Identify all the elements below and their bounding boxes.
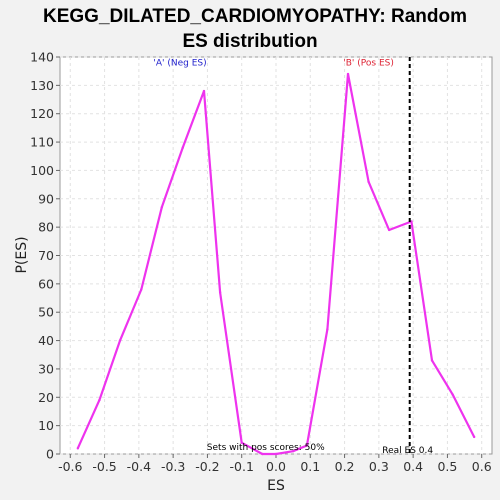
- x-tick-label: 0.4: [403, 459, 423, 474]
- chart-title-line-2: ES distribution: [182, 31, 317, 52]
- y-tick-label: 50: [38, 305, 54, 320]
- data-point: [387, 228, 391, 232]
- chart-title-line-1: KEGG_DILATED_CARDIOMYOPATHY: Random: [43, 6, 467, 27]
- x-tick-label: 0.5: [437, 459, 457, 474]
- y-tick-label: 90: [38, 191, 54, 206]
- data-point: [118, 339, 122, 342]
- data-marks: [76, 57, 476, 456]
- x-tick-label: -0.4: [127, 459, 151, 474]
- data-point: [326, 328, 329, 331]
- chart-annotation: Sets with pos scores: 50%: [207, 443, 325, 453]
- chart-annotations: Real ES 0.4 'A' (Neg ES) 'B' (Pos ES) Sets …: [153, 59, 433, 456]
- x-tick-label: -0.6: [58, 459, 82, 474]
- y-tick-label: 80: [38, 220, 54, 235]
- data-point: [160, 206, 164, 209]
- x-tick-label: 0.2: [335, 459, 355, 474]
- data-point: [472, 435, 476, 439]
- y-tick-label: 0: [46, 447, 54, 462]
- data-point: [261, 452, 264, 456]
- data-point: [430, 359, 434, 362]
- data-point: [346, 72, 350, 76]
- data-point: [367, 180, 370, 183]
- y-tick-label: 120: [30, 106, 54, 121]
- chart-annotation: 'A' (Neg ES): [153, 59, 206, 69]
- x-tick-label: 0.1: [300, 459, 320, 474]
- x-tick-label: 0.3: [369, 459, 389, 474]
- x-tick-label: -0.1: [230, 459, 254, 474]
- x-tick-label: -0.2: [195, 459, 219, 474]
- y-tick-label: 20: [38, 390, 54, 405]
- real-es-label: Real ES 0.4: [382, 446, 433, 456]
- y-tick-label: 30: [38, 361, 54, 376]
- data-point: [140, 288, 143, 291]
- data-point: [202, 89, 206, 93]
- chart-annotation: 'B' (Pos ES): [343, 59, 394, 69]
- y-tick-label: 10: [38, 418, 54, 433]
- y-tick-label: 140: [30, 50, 54, 65]
- y-tick-label: 100: [30, 163, 54, 178]
- x-tick-label: -0.3: [161, 459, 185, 474]
- axis-ticks: -0.6 -0.5 -0.4 -0.3 -0.2 -0.1 0.0 0.1 0.2 0.3 0.4 0…: [30, 50, 492, 475]
- data-point: [410, 220, 413, 223]
- x-tick-label: -0.5: [92, 459, 116, 474]
- data-point: [218, 291, 222, 294]
- grid-lines: [60, 56, 492, 455]
- y-tick-label: 40: [38, 333, 54, 348]
- data-point: [274, 452, 278, 456]
- data-point: [98, 398, 101, 402]
- y-tick-label: 60: [38, 276, 54, 291]
- data-point: [451, 393, 454, 396]
- y-tick-label: 70: [38, 248, 54, 263]
- y-tick-label: 130: [30, 78, 54, 93]
- x-tick-label: 0.6: [472, 459, 492, 474]
- data-point: [291, 449, 295, 453]
- y-axis-label: P(ES): [14, 236, 30, 273]
- y-tick-label: 110: [30, 135, 54, 150]
- data-point: [181, 146, 184, 149]
- x-tick-label: 0.0: [266, 459, 286, 474]
- x-axis-label: ES: [267, 478, 285, 494]
- data-point: [305, 444, 309, 447]
- data-point: [240, 441, 243, 444]
- data-point: [76, 447, 80, 450]
